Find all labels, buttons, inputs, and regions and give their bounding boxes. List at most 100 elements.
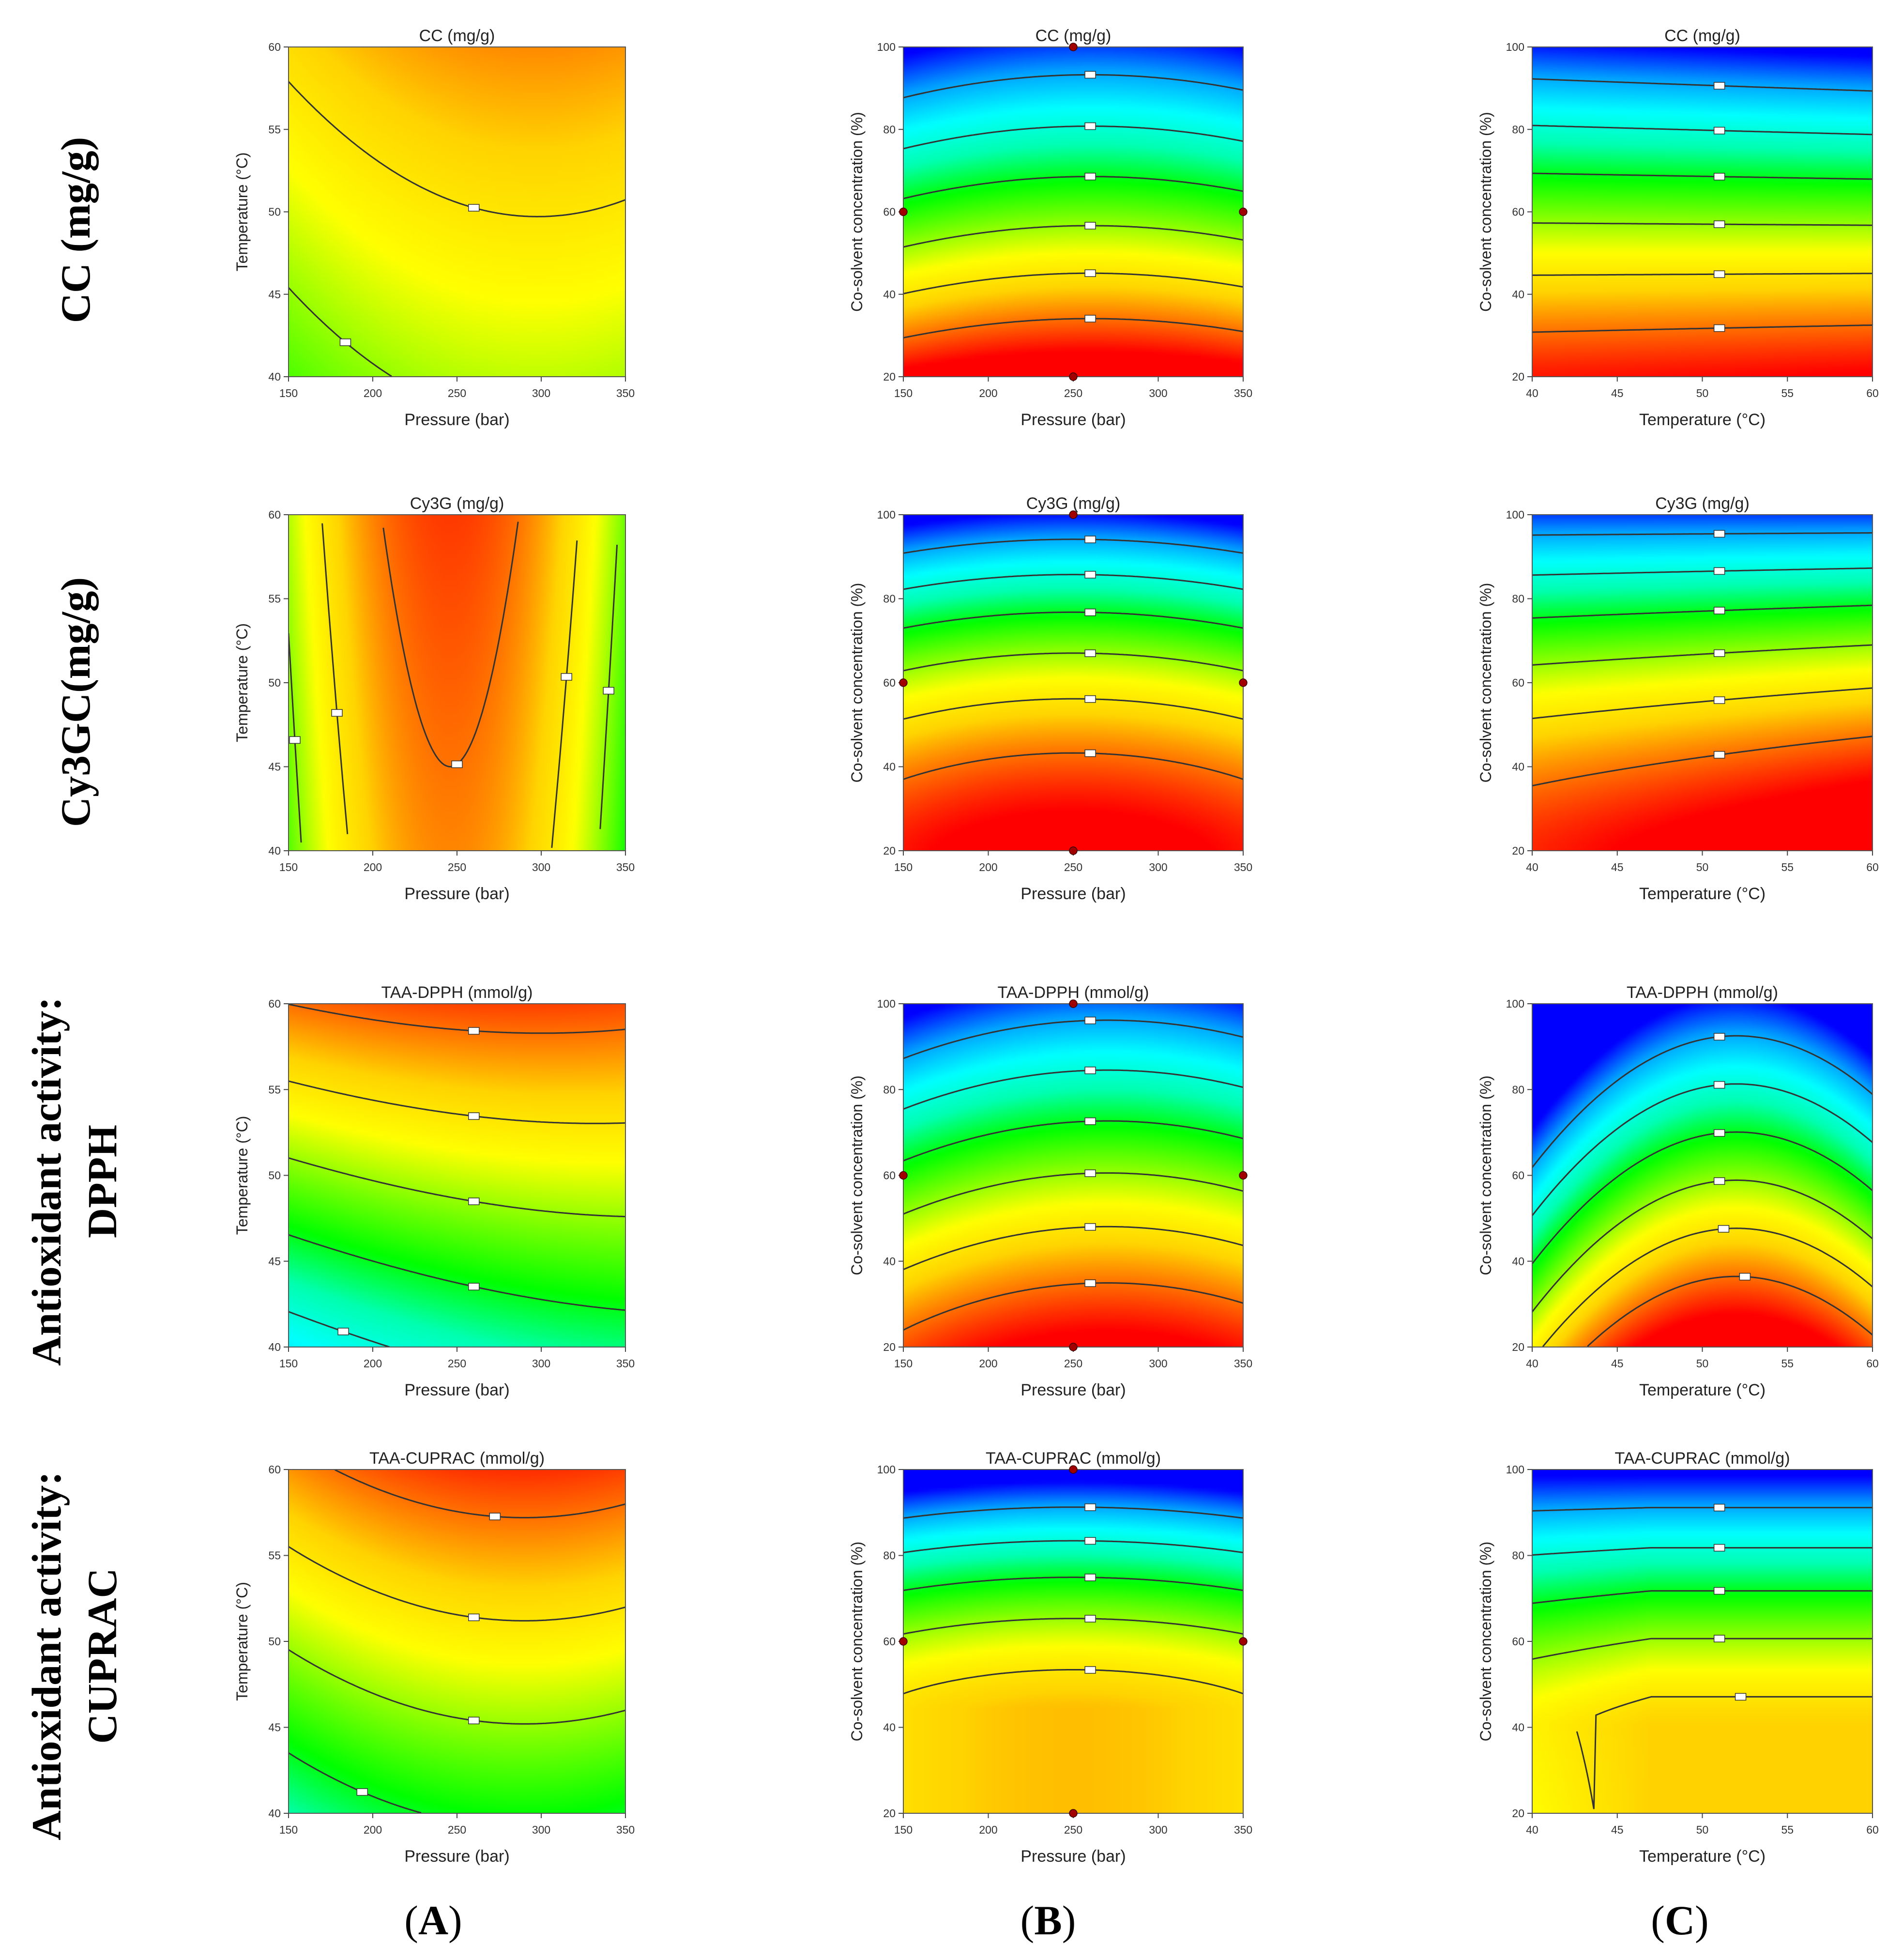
contour-line bbox=[903, 698, 1243, 720]
x-tick-label: 55 bbox=[1781, 387, 1794, 399]
contour-level-tag bbox=[468, 1716, 480, 1725]
x-tick-label: 150 bbox=[894, 1357, 913, 1370]
x-tick-label: 55 bbox=[1781, 1357, 1794, 1370]
contour-line bbox=[903, 1506, 1243, 1519]
design-point bbox=[1069, 1465, 1078, 1474]
x-tick-label: 150 bbox=[894, 387, 913, 399]
contour-level-tag bbox=[451, 760, 463, 768]
y-tick-label: 80 bbox=[1512, 1083, 1524, 1096]
contour-line bbox=[903, 652, 1243, 672]
contour-line bbox=[1532, 604, 1873, 619]
y-tick-label: 50 bbox=[268, 676, 281, 689]
y-tick-label: 60 bbox=[883, 206, 896, 218]
y-tick-label: 40 bbox=[268, 1341, 281, 1353]
contour-level-tag bbox=[1713, 1544, 1725, 1552]
x-axis-label: Temperature (°C) bbox=[1639, 411, 1766, 429]
contour-line bbox=[289, 81, 625, 217]
y-axis-label: Temperature (°C) bbox=[233, 153, 251, 272]
contour-level-tag bbox=[1084, 1117, 1096, 1125]
plot-title: TAA-DPPH (mmol/g) bbox=[998, 983, 1149, 1002]
contour-line bbox=[903, 1577, 1243, 1592]
contour-plot-11: 150 200 250 300 350 20 40 60 80 100 TAA-CUPRAC (mm… bbox=[848, 1449, 1252, 1866]
x-tick-label: 300 bbox=[1149, 1357, 1167, 1370]
plot-title: CC (mg/g) bbox=[1664, 27, 1740, 45]
y-tick-label: 40 bbox=[1512, 761, 1524, 773]
contour-line bbox=[289, 1080, 625, 1124]
y-tick-label: 100 bbox=[877, 41, 896, 53]
y-tick-label: 45 bbox=[268, 1721, 281, 1734]
x-tick-label: 50 bbox=[1696, 861, 1709, 873]
row-label-cuprac-line1: Antioxidant activity: bbox=[23, 1471, 70, 1840]
contour-level-tag bbox=[468, 1197, 480, 1205]
y-tick-label: 60 bbox=[1512, 1635, 1524, 1648]
y-axis-label: Co-solvent concentration (%) bbox=[848, 1075, 866, 1275]
design-point bbox=[1069, 1343, 1078, 1351]
y-tick-label: 55 bbox=[268, 1549, 281, 1562]
y-tick-label: 80 bbox=[883, 1083, 896, 1096]
x-tick-label: 250 bbox=[1064, 1357, 1082, 1370]
contour-level-tag bbox=[1739, 1272, 1751, 1281]
plot-title: TAA-DPPH (mmol/g) bbox=[1627, 983, 1778, 1002]
contour-line bbox=[903, 1669, 1243, 1695]
y-tick-label: 100 bbox=[1506, 1463, 1524, 1476]
contour-level-tag bbox=[1718, 1225, 1730, 1233]
x-tick-label: 50 bbox=[1696, 1357, 1709, 1370]
x-tick-label: 60 bbox=[1866, 1823, 1879, 1836]
x-tick-label: 200 bbox=[979, 387, 997, 399]
contour-line bbox=[289, 1752, 422, 1813]
contour-level-tag bbox=[1713, 1177, 1725, 1185]
contour-line bbox=[289, 287, 392, 377]
contour-level-tag bbox=[489, 1513, 501, 1520]
y-tick-label: 50 bbox=[268, 1635, 281, 1648]
contour-surface bbox=[903, 1470, 1243, 1813]
x-axis-label: Temperature (°C) bbox=[1639, 885, 1766, 903]
y-axis-label: Temperature (°C) bbox=[233, 1582, 251, 1701]
contour-line bbox=[289, 1234, 625, 1311]
y-axis-label: Temperature (°C) bbox=[233, 1116, 251, 1235]
contour-line bbox=[903, 1069, 1243, 1110]
design-point bbox=[1069, 372, 1078, 381]
y-axis-label: Co-solvent concentration (%) bbox=[1477, 1075, 1494, 1275]
x-tick-label: 250 bbox=[448, 1357, 466, 1370]
contour-level-tag bbox=[1713, 607, 1725, 614]
contour-line bbox=[903, 225, 1243, 248]
plot-title: CC (mg/g) bbox=[419, 27, 495, 45]
plot-title: TAA-CUPRAC (mmol/g) bbox=[1614, 1449, 1790, 1468]
contour-level-tag bbox=[561, 673, 572, 681]
contour-lines bbox=[289, 1004, 625, 1347]
design-point bbox=[899, 678, 908, 687]
x-axis-label: Pressure (bar) bbox=[1020, 1847, 1126, 1866]
plot-title: CC (mg/g) bbox=[1035, 27, 1111, 45]
y-tick-label: 40 bbox=[1512, 288, 1524, 301]
y-tick-label: 100 bbox=[877, 508, 896, 521]
contour-level-tag bbox=[1084, 1666, 1096, 1674]
y-tick-label: 40 bbox=[883, 1255, 896, 1268]
x-axis-label: Pressure (bar) bbox=[1020, 411, 1126, 429]
contour-level-tag bbox=[1713, 751, 1725, 759]
contour-line bbox=[289, 1157, 625, 1218]
contour-level-tag bbox=[468, 1027, 480, 1035]
y-tick-label: 80 bbox=[883, 123, 896, 136]
x-tick-label: 40 bbox=[1526, 387, 1538, 399]
contour-line bbox=[903, 272, 1243, 294]
x-tick-label: 200 bbox=[364, 387, 382, 399]
contour-level-tag bbox=[356, 1788, 368, 1796]
y-tick-label: 100 bbox=[1506, 41, 1524, 53]
contour-lines bbox=[903, 1503, 1243, 1695]
y-tick-label: 100 bbox=[1506, 508, 1524, 521]
x-tick-label: 250 bbox=[448, 387, 466, 399]
x-axis-label: Temperature (°C) bbox=[1639, 1847, 1766, 1866]
contour-level-tag bbox=[1084, 571, 1096, 579]
y-tick-label: 80 bbox=[1512, 593, 1524, 605]
design-point bbox=[1239, 207, 1248, 216]
y-tick-label: 20 bbox=[883, 1341, 896, 1353]
contour-line bbox=[1532, 324, 1873, 333]
contour-surface bbox=[903, 47, 1243, 377]
contour-plot-1: 150 200 250 300 350 40 45 50 55 60 CC (mg/g) Pressu… bbox=[233, 27, 635, 429]
x-tick-label: 300 bbox=[1149, 861, 1167, 873]
y-tick-label: 40 bbox=[268, 844, 281, 857]
y-axis-label: Co-solvent concentration (%) bbox=[1477, 583, 1494, 783]
y-axis-label: Co-solvent concentration (%) bbox=[1477, 1542, 1494, 1742]
